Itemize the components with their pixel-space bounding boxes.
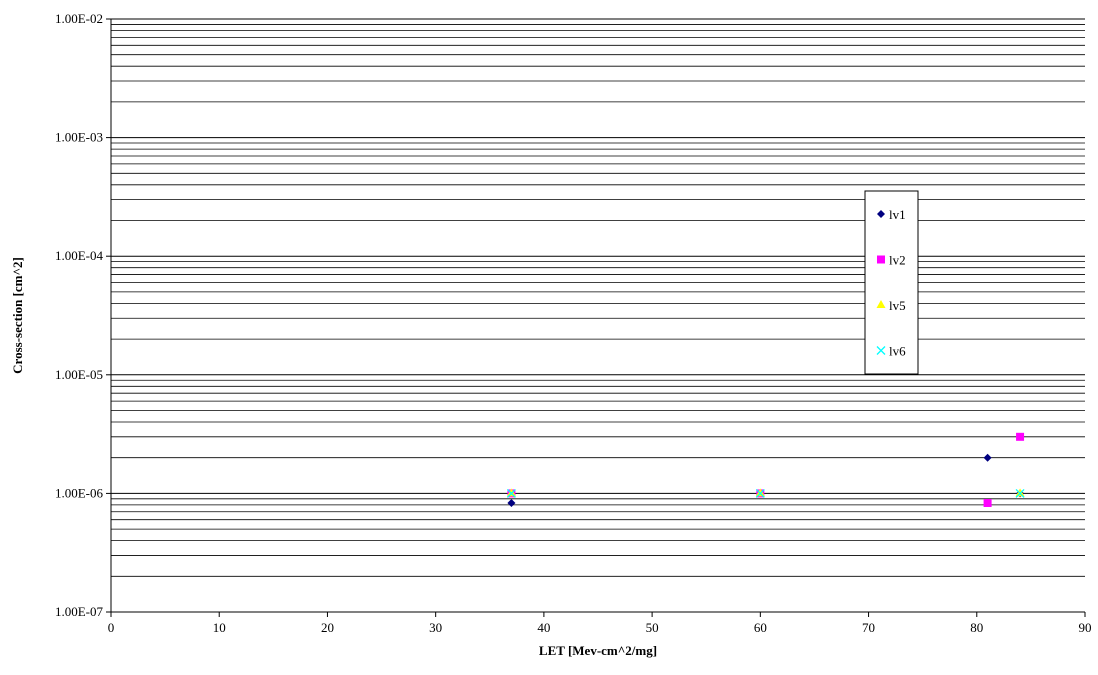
legend-marker-lv6 — [876, 346, 886, 355]
y-tick-label: 1.00E-07 — [55, 604, 104, 619]
x-tick-label: 40 — [537, 620, 550, 635]
series-lv6 — [506, 488, 1025, 498]
x-tick-label: 90 — [1079, 620, 1092, 635]
data-point-lv5 — [506, 488, 516, 497]
x-tick-label: 70 — [862, 620, 875, 635]
series-lv2 — [507, 432, 1025, 507]
data-point-lv6 — [1015, 488, 1025, 498]
x-tick-label: 20 — [321, 620, 334, 635]
data-point-lv6 — [755, 488, 765, 498]
legend-label-lv5: lv5 — [889, 298, 906, 313]
x-marker-stroke — [1015, 488, 1025, 498]
y-axis-title: Cross-section [cm^2] — [10, 257, 25, 374]
x-marker-stroke — [876, 346, 886, 355]
series-lv5 — [506, 488, 1025, 497]
x-tick-label: 80 — [970, 620, 983, 635]
legend-label-lv1: lv1 — [889, 207, 906, 222]
data-point-lv2 — [1016, 432, 1025, 441]
data-point-lv2 — [983, 498, 992, 507]
data-point-lv1 — [507, 498, 516, 507]
x-tick-label: 60 — [754, 620, 767, 635]
legend-marker-lv5 — [876, 300, 886, 308]
data-point-lv6 — [506, 488, 516, 498]
y-tick-label: 1.00E-02 — [55, 11, 103, 26]
data-points — [506, 432, 1025, 507]
x-tick-label: 10 — [213, 620, 226, 635]
legend-label-lv6: lv6 — [889, 344, 906, 359]
x-tick-label: 30 — [429, 620, 442, 635]
x-marker-stroke — [755, 488, 765, 498]
x-axis-title: LET [Mev-cm^2/mg] — [539, 643, 657, 658]
legend: lv1 lv2 lv5 lv6 — [864, 190, 919, 375]
legend-box — [864, 190, 919, 375]
y-tick-label: 1.00E-04 — [55, 248, 104, 263]
x-marker-stroke — [506, 488, 516, 498]
y-tick-label: 1.00E-06 — [55, 485, 104, 500]
data-point-lv5 — [1015, 488, 1025, 497]
x-tick-label: 50 — [646, 620, 659, 635]
data-point-lv1 — [983, 453, 992, 462]
y-tick-label: 1.00E-03 — [55, 130, 103, 145]
legend-label-lv2: lv2 — [889, 253, 906, 268]
grid-lines — [111, 18, 1085, 613]
axes: 0 10 20 30 40 50 60 70 80 90 1.00E-07 1.00E-06 1.00E… — [55, 11, 1092, 635]
y-tick-label: 1.00E-05 — [55, 367, 103, 382]
data-point-lv5 — [755, 488, 765, 497]
x-tick-label: 0 — [108, 620, 115, 635]
legend-marker-lv1 — [877, 210, 885, 218]
legend-marker-lv2 — [877, 255, 885, 264]
